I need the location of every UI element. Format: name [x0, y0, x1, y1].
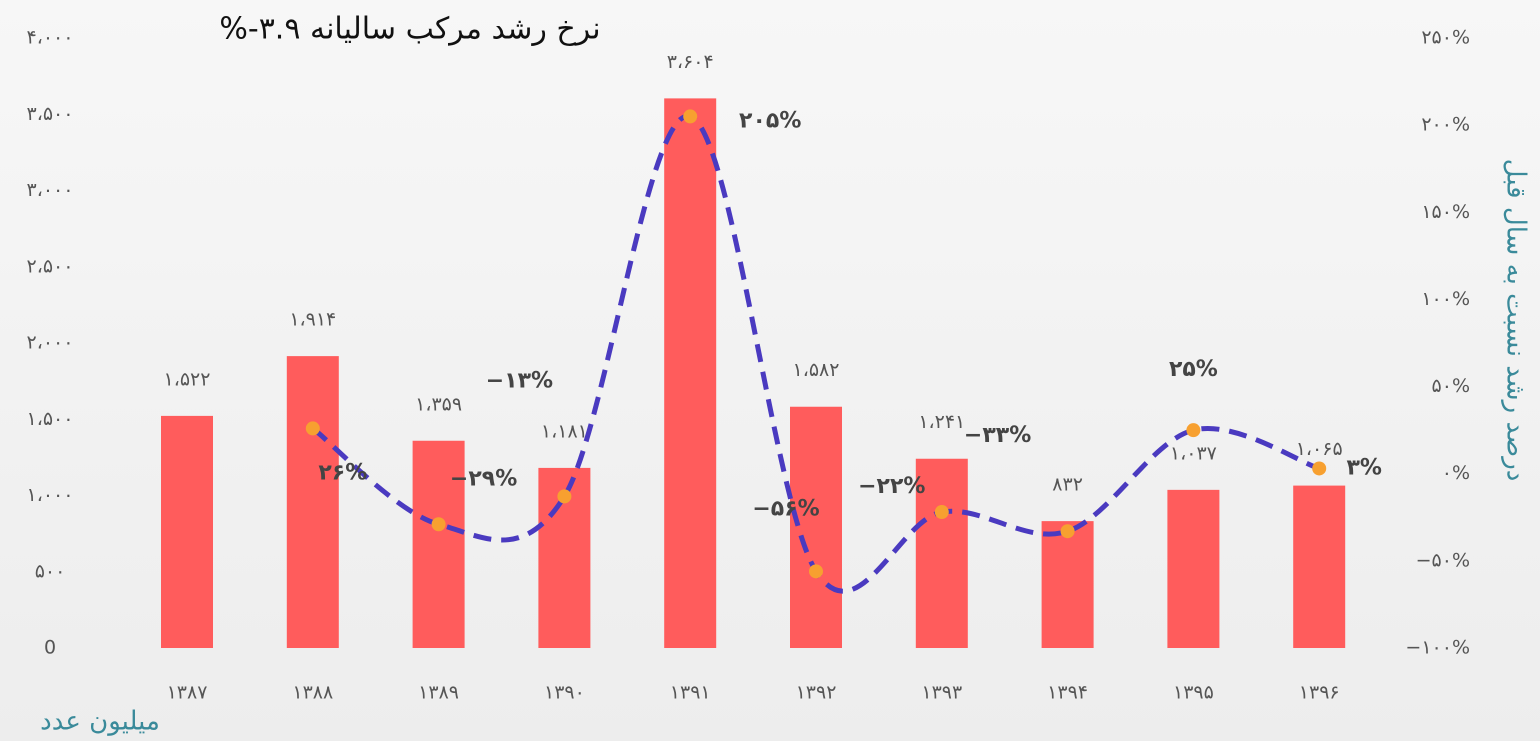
y-tick-label: ۱،۵۰۰ [27, 408, 74, 430]
line-value-label: −۵۶% [752, 496, 819, 521]
line-point [557, 489, 572, 504]
line-point [1186, 423, 1201, 438]
y2-axis-title: درصد رشد نسبت به سال قبل [1501, 159, 1531, 482]
x-tick-label: ۱۳۸۹ [418, 682, 459, 704]
y2-tick-label: ۱۰۰% [1421, 288, 1470, 310]
y-tick-label: ۲،۰۰۰ [27, 332, 74, 354]
x-tick-label: ۱۳۹۰ [544, 682, 585, 704]
line-value-label: −۲۹% [450, 466, 517, 491]
line-point [809, 564, 823, 579]
line-value-label: −۱۳% [486, 368, 553, 393]
x-tick-label: ۱۳۹۵ [1173, 682, 1214, 704]
x-tick-label: ۱۳۹۴ [1047, 682, 1088, 704]
x-tick-label: ۱۳۹۳ [921, 682, 962, 704]
line-value-label: −۲۲% [858, 474, 925, 499]
bar [915, 458, 968, 648]
y2-tick-label: ۰% [1442, 462, 1470, 484]
y2-tick-label: ۱۵۰% [1421, 201, 1470, 223]
x-tick-label: ۱۳۸۷ [167, 682, 208, 704]
y-tick-label: ۲،۵۰۰ [27, 255, 74, 277]
line-value-label: ۲۵% [1169, 357, 1218, 382]
line-value-label: ۲۰۵% [739, 108, 801, 133]
bar-value-label: ۱،۳۵۹ [415, 393, 462, 415]
line [311, 113, 1321, 594]
line-point [305, 421, 320, 436]
x-tick-label: ۱۳۹۲ [796, 682, 837, 704]
y-tick-label: ۳،۰۰۰ [27, 179, 74, 201]
y2-tick-label: ۲۵۰% [1421, 27, 1470, 49]
bar-value-label: ۱،۵۲۲ [164, 368, 211, 390]
bar [664, 98, 717, 648]
bar-value-label: ۱،۰۶۵ [1296, 438, 1343, 460]
bar-value-label: ۱،۲۴۱ [918, 411, 965, 433]
bar [286, 356, 339, 648]
bar-value-label: ۱،۰۳۷ [1170, 442, 1217, 464]
y2-tick-label: −۱۰۰% [1405, 637, 1470, 659]
y-tick-label: ۱،۰۰۰ [27, 484, 74, 506]
bar-value-label: ۱،۹۱۴ [289, 309, 336, 331]
line-point [934, 505, 949, 520]
y-tick-label: ۳،۵۰۰ [27, 103, 74, 125]
bar [1293, 485, 1346, 648]
line-point [431, 517, 446, 532]
y2-tick-label: ۵۰% [1432, 375, 1470, 397]
chart-title: نرخ رشد مرکب سالیانه ۳.۹-% [219, 12, 600, 47]
line-value-label: −۳۳% [964, 423, 1031, 448]
bar-value-label: ۱،۵۸۲ [793, 359, 840, 381]
bar [1041, 521, 1094, 648]
y2-tick-label: −۵۰% [1416, 549, 1470, 571]
bar-value-label: ۱،۱۸۱ [541, 420, 588, 442]
bar [161, 415, 213, 648]
y-tick-label: ۵۰۰ [35, 560, 66, 582]
x-tick-label: ۱۳۹۶ [1299, 682, 1340, 704]
bar [790, 406, 842, 648]
line-value-label: ۲۶% [318, 460, 367, 485]
line-value-label: ۳% [1346, 455, 1381, 480]
y-axis-title: میلیون عدد [40, 707, 160, 737]
line-point [683, 109, 698, 124]
bar-value-label: ۸۳۲ [1052, 474, 1083, 496]
bar [412, 440, 465, 648]
y-tick-label: ۴،۰۰۰ [27, 27, 74, 49]
line-point [1312, 461, 1327, 476]
x-tick-label: ۱۳۸۸ [292, 682, 333, 704]
bar [1167, 489, 1220, 648]
y2-tick-label: ۲۰۰% [1421, 114, 1470, 136]
x-tick-label: ۱۳۹۱ [670, 682, 711, 704]
bar-value-label: ۳،۶۰۴ [667, 51, 714, 73]
y-tick-label: 0 [44, 637, 56, 659]
line-point [1060, 524, 1075, 539]
